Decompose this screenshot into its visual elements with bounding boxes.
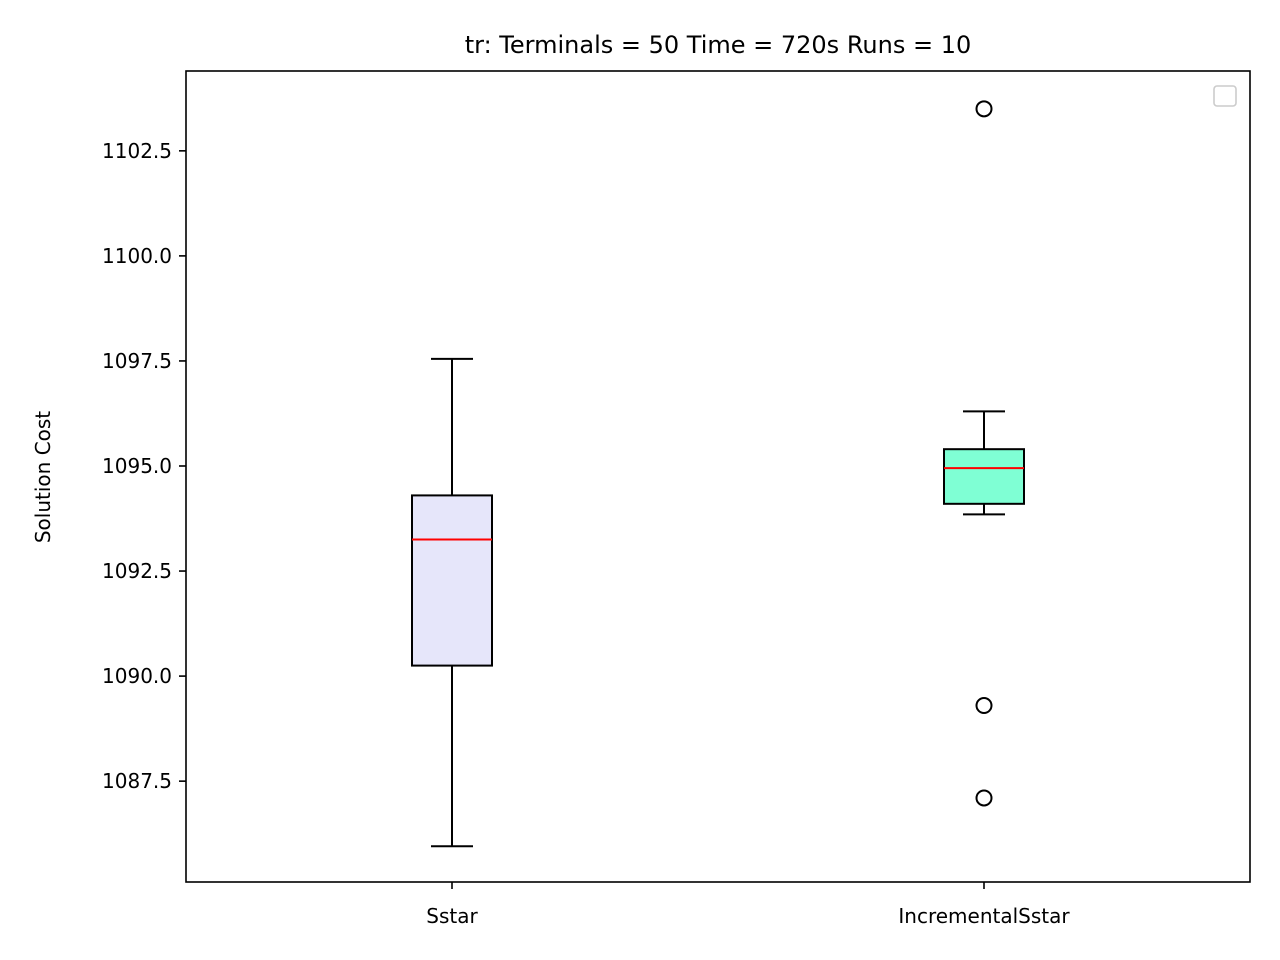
y-axis-label: Solution Cost bbox=[31, 411, 55, 543]
y-tick-label: 1102.5 bbox=[102, 139, 172, 163]
plot-area bbox=[411, 100, 1025, 848]
outlier-point bbox=[975, 697, 993, 715]
iqr-box bbox=[411, 494, 493, 667]
outlier-point bbox=[975, 100, 993, 118]
plot-frame bbox=[185, 70, 1251, 883]
chart-title: tr: Terminals = 50 Time = 720s Runs = 10 bbox=[465, 31, 972, 59]
outlier-point bbox=[975, 789, 993, 807]
y-tick-label: 1097.5 bbox=[102, 349, 172, 373]
box-series-IncrementalSstar bbox=[943, 100, 1025, 807]
box-series-Sstar bbox=[411, 357, 493, 848]
x-tick-label: Sstar bbox=[426, 904, 478, 928]
y-tick-label: 1100.0 bbox=[102, 244, 172, 268]
y-tick-label: 1092.5 bbox=[102, 559, 172, 583]
iqr-box bbox=[943, 448, 1025, 505]
legend-box bbox=[1213, 85, 1237, 107]
axis-ticks: 1087.5 1090.0 1092.5 1095.0 1097.5 1100.0 1102… bbox=[102, 139, 1070, 928]
y-tick-label: 1090.0 bbox=[102, 664, 172, 688]
x-tick-label: IncrementalSstar bbox=[898, 904, 1070, 928]
y-tick-label: 1095.0 bbox=[102, 454, 172, 478]
y-tick-label: 1087.5 bbox=[102, 769, 172, 793]
